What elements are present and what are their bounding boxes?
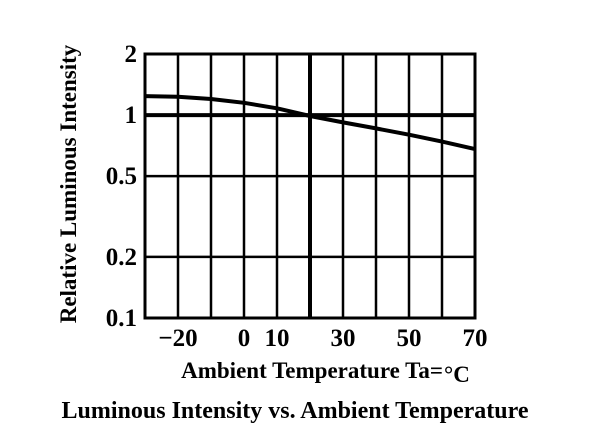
y-tick-label: 0.1 [106,305,137,332]
series-line [144,94,476,152]
x-tick-label: 70 [463,325,488,352]
y-axis-label: Relative Luminous Intensity [56,44,81,323]
x-axis-unit: °C [444,362,470,387]
y-tick-label: 2 [125,41,138,68]
y-tick-label: 0.5 [106,163,137,190]
x-tick-label: 30 [331,325,356,352]
x-tick-labels: −20 0 10 30 50 70 [158,325,487,352]
grid [145,52,477,320]
plot-frame [143,52,477,320]
y-tick-labels: 2 1 0.5 0.2 0.1 [106,41,137,332]
y-tick-label: 1 [125,102,138,129]
x-tick-label: 50 [397,325,422,352]
x-tick-label: 0 [238,325,251,352]
x-tick-label: 10 [265,325,290,352]
x-axis-label: Ambient Temperature Ta= [181,358,443,383]
x-tick-label: −20 [158,325,197,352]
plot-border [143,52,477,320]
y-tick-label: 0.2 [106,244,137,271]
chart-title: Luminous Intensity vs. Ambient Temperatu… [62,398,529,424]
series-layer [144,94,476,152]
